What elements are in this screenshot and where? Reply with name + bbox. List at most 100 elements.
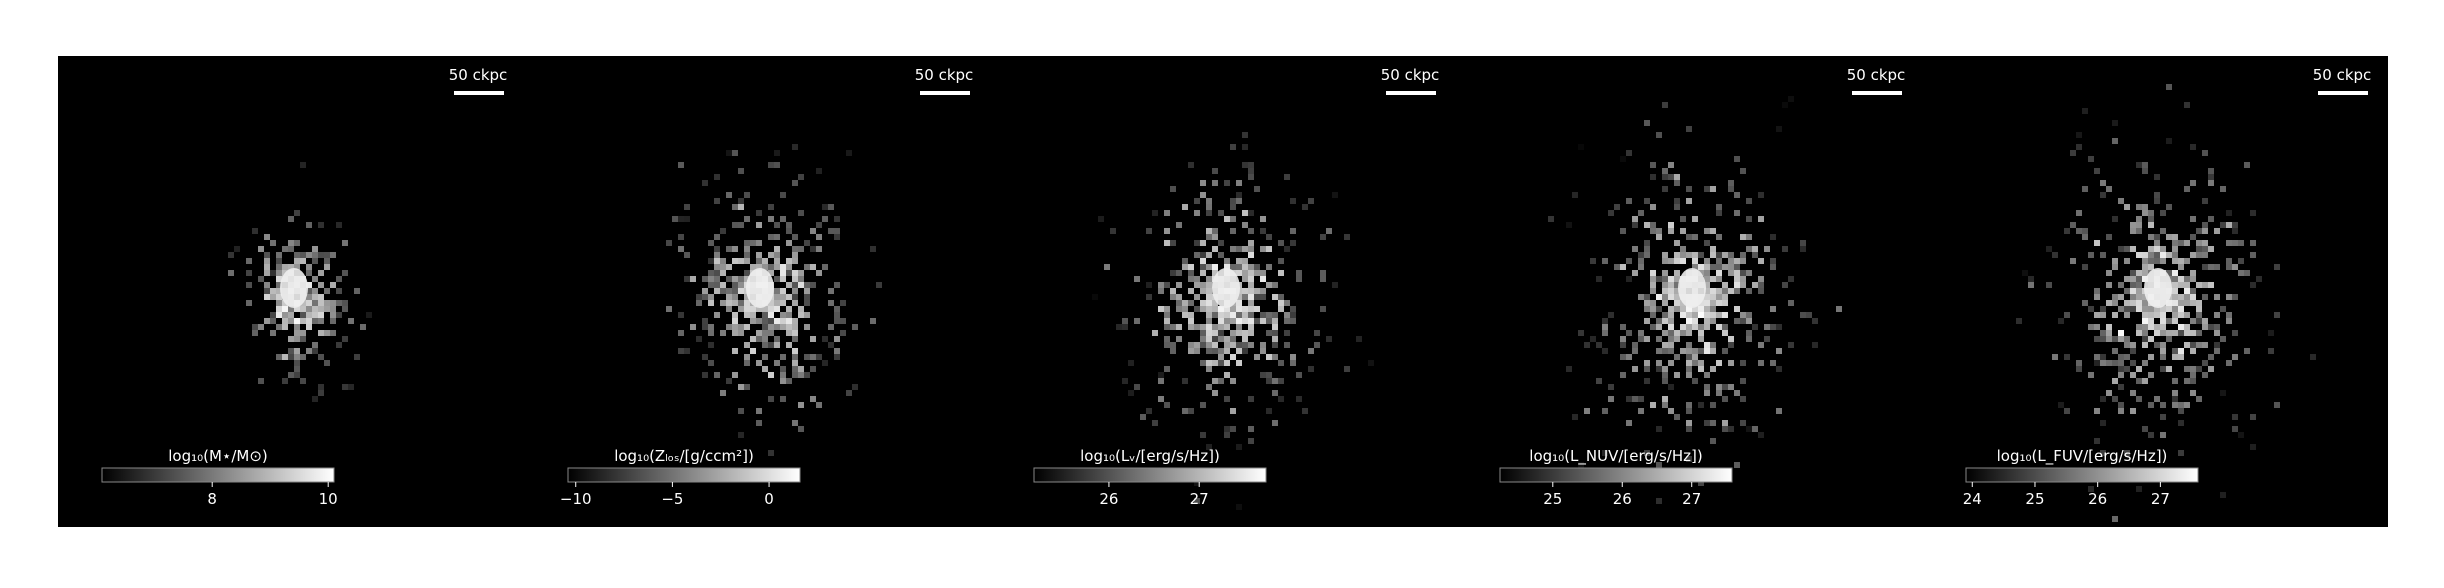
pixel: [2172, 258, 2178, 264]
pixel: [1668, 306, 1674, 312]
pixel: [1212, 306, 1218, 312]
pixel: [1236, 330, 1242, 336]
pixel: [1716, 252, 1722, 258]
pixel: [1242, 336, 1248, 342]
pixel: [2088, 252, 2094, 258]
pixel: [2190, 216, 2196, 222]
pixel: [1686, 360, 1692, 366]
pixel: [738, 306, 744, 312]
pixel: [1266, 234, 1272, 240]
pixel: [1728, 270, 1734, 276]
pixel: [726, 324, 732, 330]
pixel: [1674, 282, 1680, 288]
pixel: [1686, 372, 1692, 378]
pixel: [1260, 288, 1266, 294]
pixel: [2178, 258, 2184, 264]
pixel: [1164, 240, 1170, 246]
pixel: [300, 378, 306, 384]
pixel: [1206, 366, 1212, 372]
pixel: [2118, 198, 2124, 204]
pixel: [1638, 258, 1644, 264]
pixel: [1296, 372, 1302, 378]
pixel: [2178, 306, 2184, 312]
pixel: [228, 252, 234, 258]
pixel: [2142, 324, 2148, 330]
pixel: [2166, 318, 2172, 324]
pixel: [270, 318, 276, 324]
pixel: [234, 246, 240, 252]
pixel: [678, 216, 684, 222]
pixel: [2130, 372, 2136, 378]
pixel: [1722, 420, 1728, 426]
colorbar-tick-label: 8: [207, 490, 217, 508]
pixel: [2094, 438, 2100, 444]
pixel: [756, 360, 762, 366]
pixel: [1674, 252, 1680, 258]
pixel: [2076, 144, 2082, 150]
pixel: [1620, 342, 1626, 348]
pixel: [792, 330, 798, 336]
pixel: [810, 396, 816, 402]
pixel: [2118, 306, 2124, 312]
colorbar-tick-label: 25: [1543, 490, 1562, 508]
pixel: [804, 288, 810, 294]
pixel: [1200, 432, 1206, 438]
pixel: [2100, 192, 2106, 198]
pixel: [1668, 408, 1674, 414]
pixel: [786, 240, 792, 246]
pixel: [2178, 300, 2184, 306]
pixel: [2160, 318, 2166, 324]
pixel: [1248, 168, 1254, 174]
pixel: [1206, 234, 1212, 240]
pixel: [762, 258, 768, 264]
pixel: [2076, 210, 2082, 216]
pixel: [2142, 210, 2148, 216]
pixel: [786, 342, 792, 348]
pixel: [1164, 210, 1170, 216]
pixel: [1236, 312, 1242, 318]
pixel: [1176, 336, 1182, 342]
pixel: [2220, 222, 2226, 228]
pixel: [1674, 354, 1680, 360]
pixel: [2178, 264, 2184, 270]
pixel: [1716, 276, 1722, 282]
pixel: [1692, 360, 1698, 366]
pixel: [774, 294, 780, 300]
pixel: [2202, 264, 2208, 270]
pixel: [2100, 252, 2106, 258]
pixel: [2160, 354, 2166, 360]
pixel: [264, 294, 270, 300]
pixel: [306, 288, 312, 294]
pixel: [2094, 336, 2100, 342]
pixel: [816, 168, 822, 174]
pixel: [720, 300, 726, 306]
pixel: [684, 204, 690, 210]
pixel: [2250, 282, 2256, 288]
pixel: [330, 252, 336, 258]
pixel: [312, 246, 318, 252]
pixel: [1770, 264, 1776, 270]
pixel: [810, 264, 816, 270]
pixel: [678, 162, 684, 168]
pixel: [768, 216, 774, 222]
pixel: [2202, 222, 2208, 228]
pixel: [810, 336, 816, 342]
pixel: [1632, 270, 1638, 276]
pixel: [2196, 282, 2202, 288]
pixel: [762, 324, 768, 330]
pixel: [738, 408, 744, 414]
pixel: [2130, 300, 2136, 306]
pixel: [1572, 414, 1578, 420]
pixel: [1650, 312, 1656, 318]
pixel: [2088, 372, 2094, 378]
pixel: [1248, 270, 1254, 276]
pixel: [1248, 228, 1254, 234]
pixel: [2196, 228, 2202, 234]
pixel: [2106, 300, 2112, 306]
pixel: [756, 264, 762, 270]
pixel: [1710, 438, 1716, 444]
pixel: [1746, 336, 1752, 342]
pixel: [2190, 348, 2196, 354]
pixel: [1662, 366, 1668, 372]
pixel: [1242, 246, 1248, 252]
